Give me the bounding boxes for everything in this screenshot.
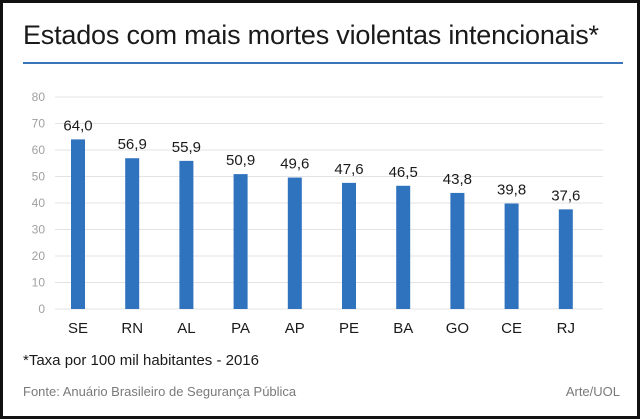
category-label-pa: PA [231,320,250,337]
y-tick-label-60: 60 [32,143,46,157]
category-label-go: GO [446,320,469,337]
category-label-rn: RN [121,320,143,337]
category-label-se: SE [68,320,88,337]
y-tick-label-80: 80 [32,90,46,104]
footnote: *Taxa por 100 mil habitantes - 2016 [23,352,259,369]
value-label-ce: 39,8 [497,182,526,199]
bar-ce [504,203,519,309]
category-label-ba: BA [393,320,413,337]
bars-layer [71,139,573,309]
bar-go [450,192,465,309]
art-credit: Arte/UOL [565,384,620,399]
value-label-go: 43,8 [443,171,472,188]
y-tick-label-50: 50 [32,170,46,184]
value-label-pe: 47,6 [334,161,363,178]
value-label-al: 55,9 [172,139,201,156]
bar-rj [558,209,573,309]
chart-title: Estados com mais mortes violentas intenc… [23,20,599,50]
bar-al [179,160,194,309]
value-label-rj: 37,6 [551,187,580,204]
y-tick-label-20: 20 [32,249,46,263]
y-tick-label-0: 0 [38,302,45,316]
value-label-rn: 56,9 [118,136,147,153]
bar-ap [287,177,302,309]
category-label-pe: PE [339,320,359,337]
category-label-rj: RJ [557,320,575,337]
value-label-pa: 50,9 [226,152,255,169]
category-label-ce: CE [501,320,522,337]
value-labels-layer: 64,0 56,9 55,9 50,9 49,6 47,6 46,5 43,8 39,8 37,6 [63,117,580,204]
bar-se [71,139,85,309]
bar-pe [342,182,356,309]
y-tick-label-10: 10 [32,276,46,290]
y-axis-ticks: 0 10 20 30 40 50 60 70 80 [32,90,46,316]
y-tick-label-30: 30 [32,223,46,237]
value-label-se: 64,0 [63,117,92,134]
source-credit: Fonte: Anuário Brasileiro de Segurança P… [23,384,297,399]
category-labels-layer: SE RN AL PA AP PE BA GO CE RJ [68,320,575,337]
category-label-al: AL [177,320,195,337]
y-tick-label-40: 40 [32,196,46,210]
value-label-ba: 46,5 [389,164,418,181]
bar-pa [233,174,248,309]
category-label-ap: AP [285,320,305,337]
y-tick-label-70: 70 [32,117,46,131]
bar-rn [125,158,140,309]
value-label-ap: 49,6 [280,156,309,173]
title-divider [23,62,623,64]
bar-chart: 0 10 20 30 40 50 60 70 80 64,0 56,9 55,9 50,9 49,6 47… [32,90,603,337]
bar-ba [396,185,411,309]
